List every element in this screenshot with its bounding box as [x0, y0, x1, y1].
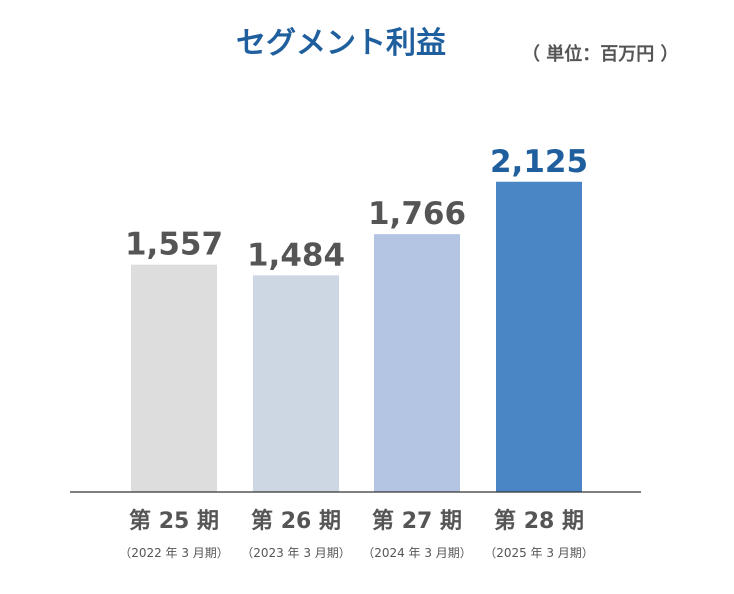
category-label-3: 第 27 期: [372, 508, 462, 534]
chart-unit: （ 単位：百万円 ）: [522, 44, 679, 65]
period-label-4: （2025 年 3 月期）: [484, 546, 594, 560]
bar-2: [253, 275, 339, 492]
period-label-1: （2022 年 3 月期）: [119, 546, 229, 560]
category-label-1: 第 25 期: [129, 508, 219, 534]
category-label-4: 第 28 期: [494, 508, 584, 534]
bar-1: [131, 264, 217, 492]
value-label-3: 1,766: [368, 196, 466, 232]
value-label-4: 2,125: [490, 144, 588, 180]
bar-3: [374, 234, 460, 492]
period-label-2: （2023 年 3 月期）: [241, 546, 351, 560]
category-label-2: 第 26 期: [251, 508, 341, 534]
chart-title: セグメント利益: [236, 26, 446, 61]
value-label-1: 1,557: [125, 227, 223, 263]
bar-4: [496, 181, 582, 492]
period-label-3: （2024 年 3 月期）: [362, 546, 472, 560]
value-label-2: 1,484: [247, 237, 345, 273]
